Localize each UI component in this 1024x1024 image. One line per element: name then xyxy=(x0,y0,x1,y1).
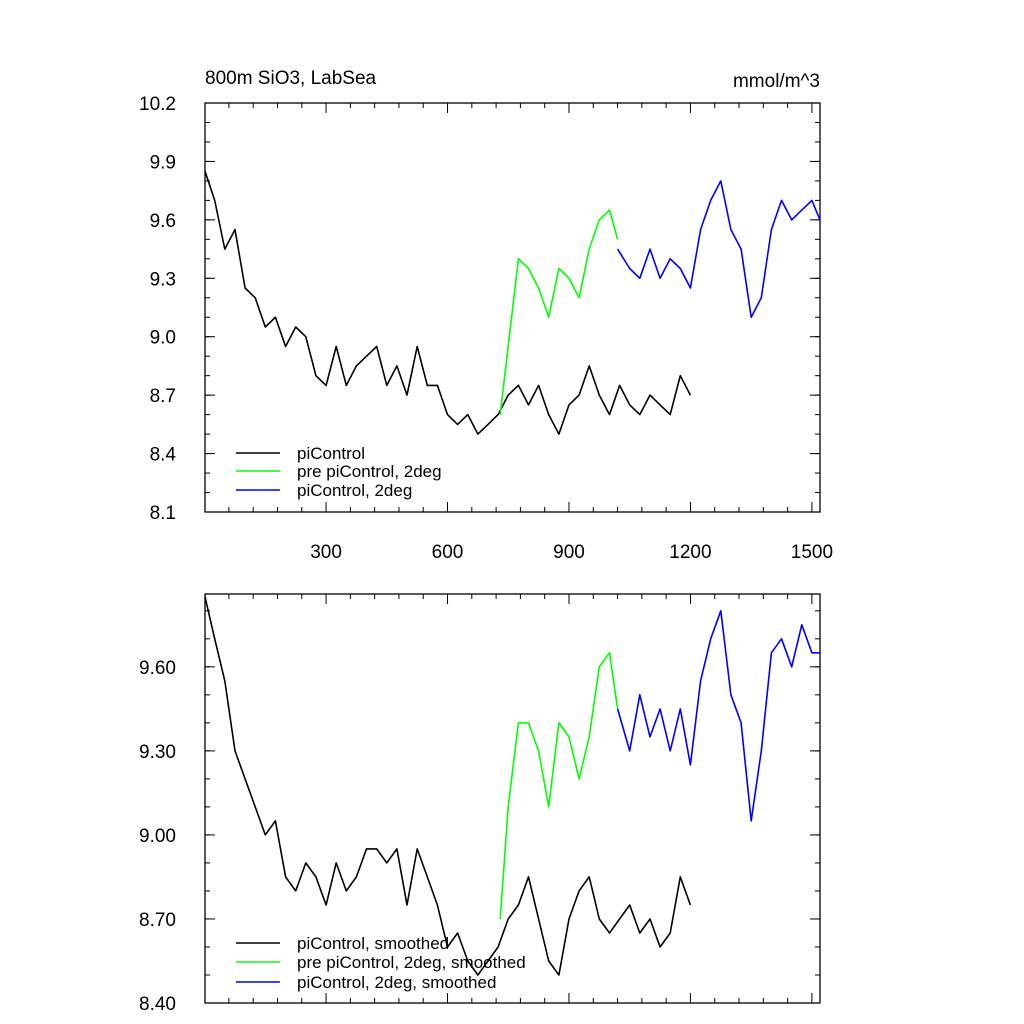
y-tick-label: 8.70 xyxy=(139,910,176,931)
series-line xyxy=(616,609,820,822)
legend-label: pre piControl, 2deg, smoothed xyxy=(297,953,526,972)
chart-title: 800m SiO3, LabSea xyxy=(205,68,377,89)
legend-label: pre piControl, 2deg xyxy=(297,462,442,481)
series-line xyxy=(499,209,619,415)
x-tick-label: 900 xyxy=(553,542,585,563)
series-line xyxy=(499,651,619,920)
y-tick-label: 8.40 xyxy=(139,994,176,1015)
units-label: mmol/m^3 xyxy=(733,71,820,92)
y-tick-label: 8.4 xyxy=(150,445,177,466)
plot-frame xyxy=(204,102,821,513)
y-tick-label: 9.9 xyxy=(150,152,176,173)
y-tick-label: 9.60 xyxy=(139,658,176,679)
x-tick-label: 300 xyxy=(310,542,342,563)
plot-frame xyxy=(204,593,821,1004)
y-tick-label: 9.3 xyxy=(150,269,176,290)
legend-label: piControl, 2deg xyxy=(297,481,412,500)
bottom-plot-area: 8.40 8.70 9.00 9.30 9.60 xyxy=(139,593,821,1015)
y-tick-label: 9.0 xyxy=(150,328,176,349)
x-tick-label: 600 xyxy=(432,542,464,563)
y-tick-label: 10.2 xyxy=(139,94,176,115)
top-plot-area: 300 600 900 1200 1500 8.1 8.4 8.7 9.0 9.3 9.6 9.9 10… xyxy=(139,94,833,563)
series-line xyxy=(204,170,692,435)
top-panel: 800m SiO3, LabSea mmol/m^3 300 600 900 1200… xyxy=(139,68,833,563)
bottom-panel: 8.40 8.70 9.00 9.30 9.60 piControl, smoothed… xyxy=(139,593,821,1015)
x-tick-label: 1500 xyxy=(791,542,833,563)
y-tick-label: 9.6 xyxy=(150,211,176,232)
y-tick-label: 8.7 xyxy=(150,386,176,407)
legend-label: piControl, 2deg, smoothed xyxy=(297,973,496,992)
series-line xyxy=(616,180,821,319)
series-line xyxy=(204,596,692,976)
y-tick-label: 9.30 xyxy=(139,742,176,763)
y-tick-label: 8.1 xyxy=(150,503,176,524)
legend-label: piControl, smoothed xyxy=(297,934,449,953)
legend-label: piControl xyxy=(297,444,365,463)
y-tick-label: 9.00 xyxy=(139,826,176,847)
x-tick-label: 1200 xyxy=(669,542,711,563)
